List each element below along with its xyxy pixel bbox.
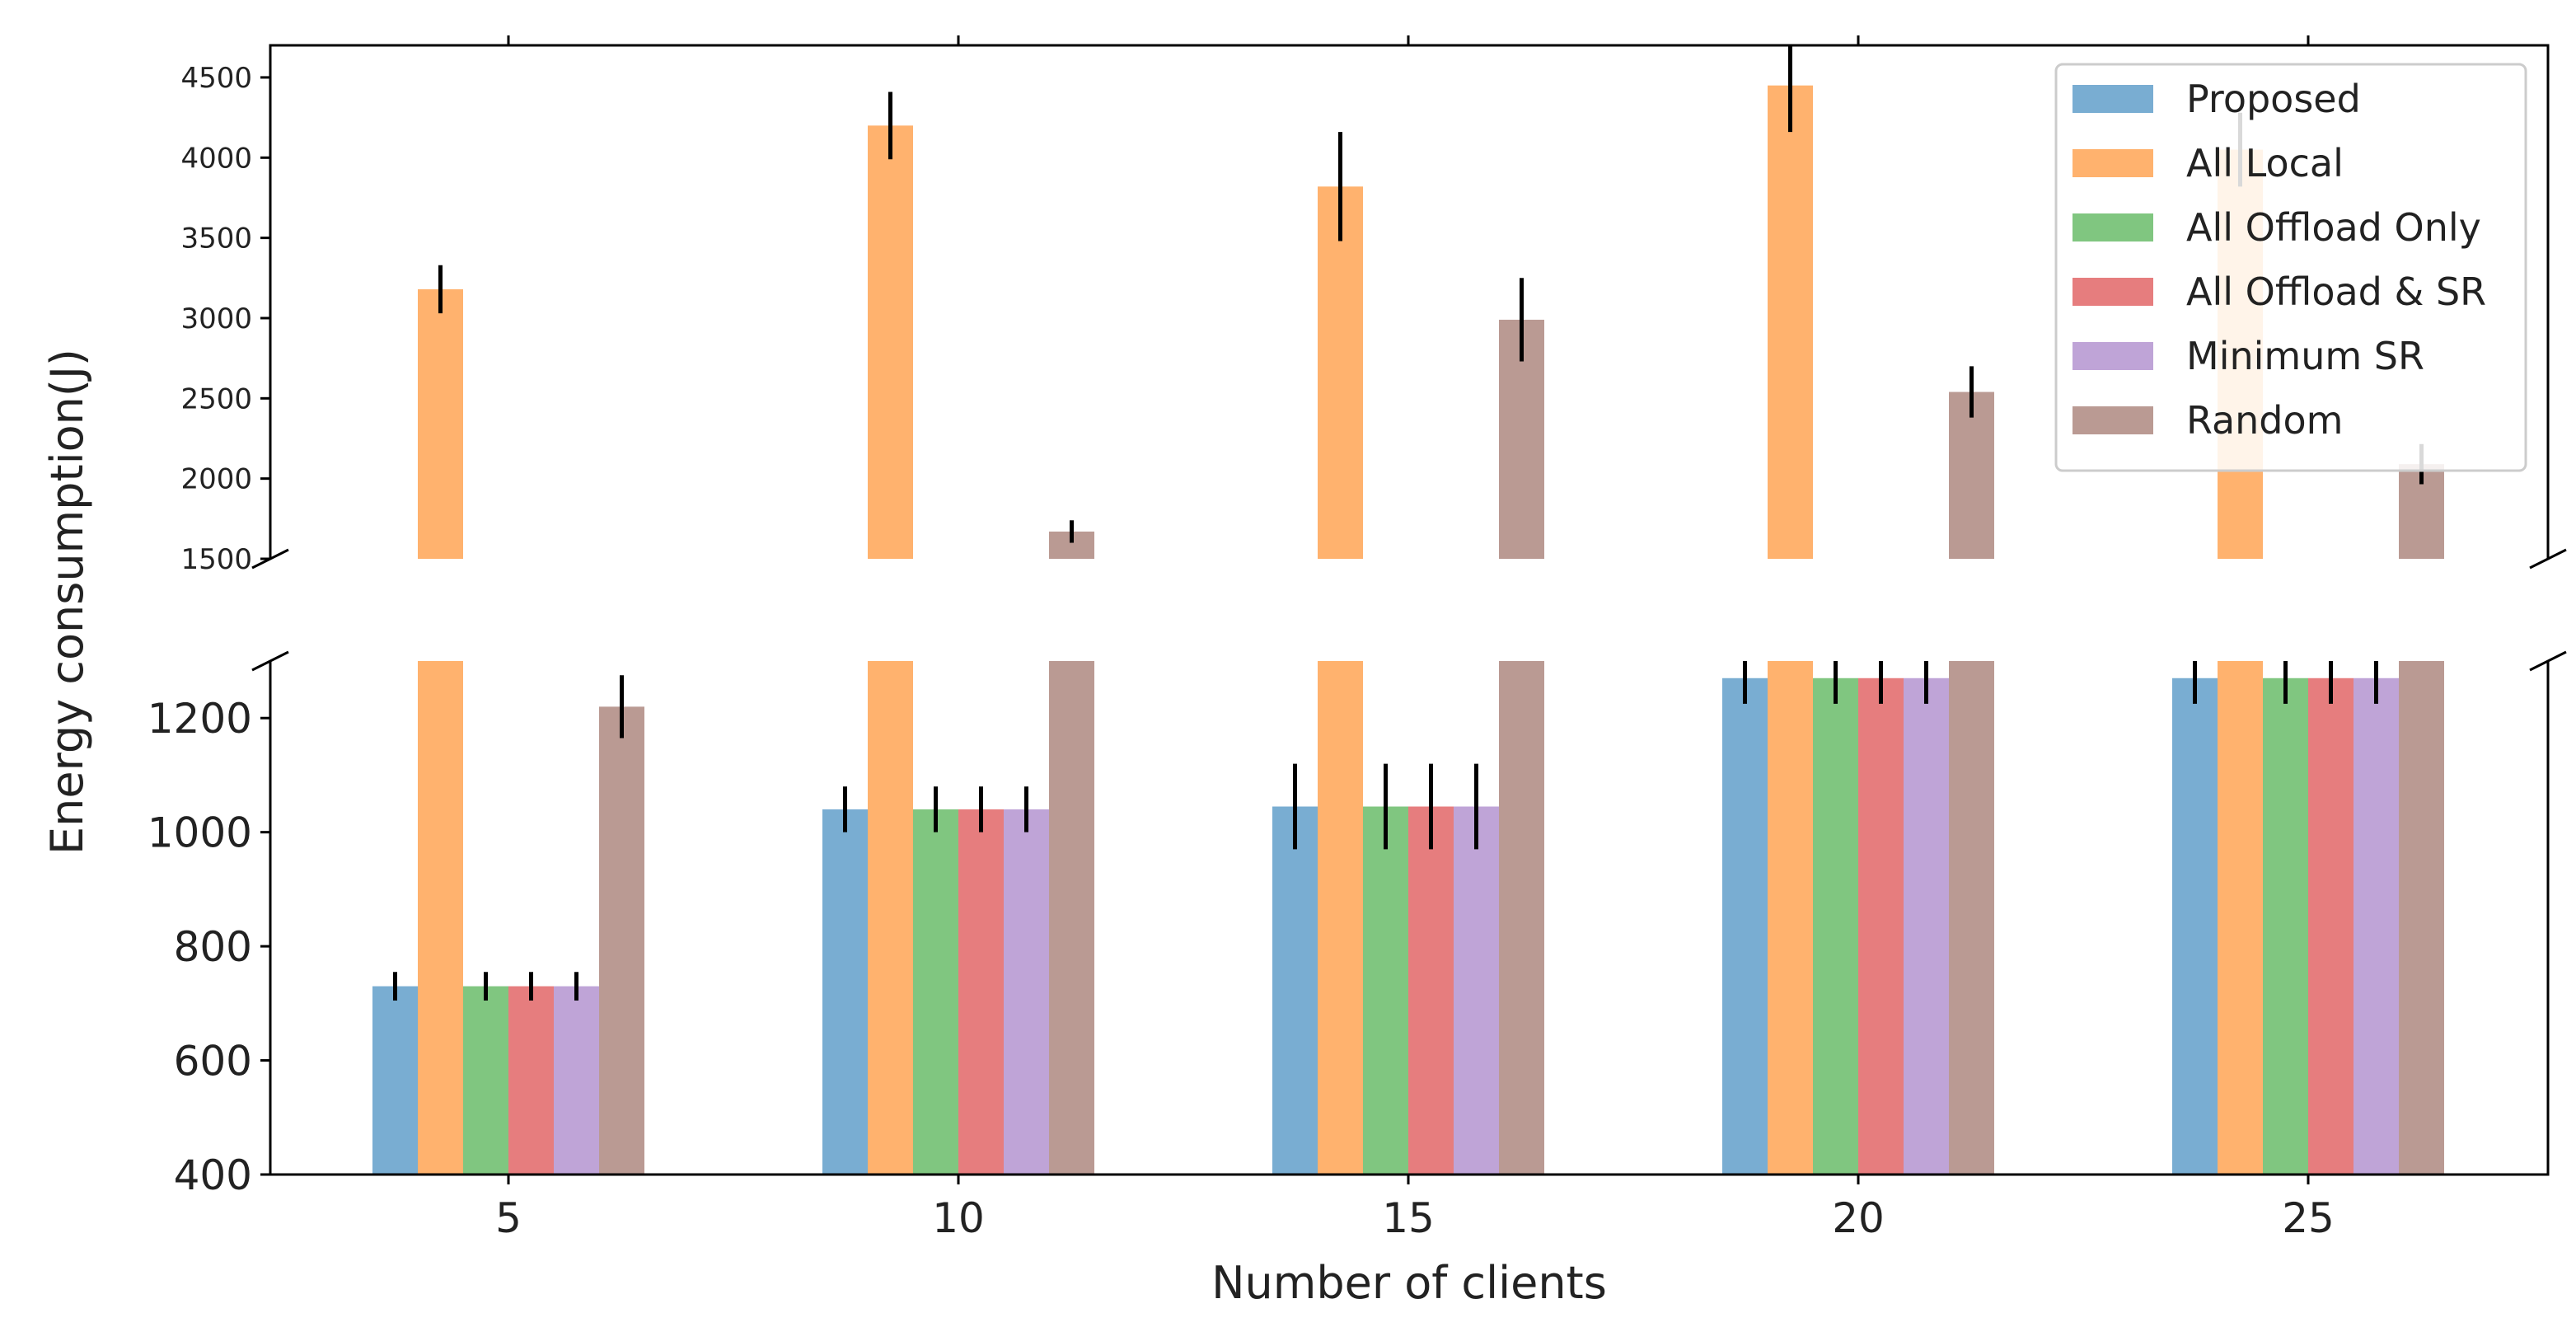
bar-all-offload-only-25-lower bbox=[2263, 678, 2308, 1175]
x-axis-label: Number of clients bbox=[1211, 1257, 1607, 1309]
lower-y-tick-label: 1200 bbox=[148, 695, 252, 743]
bar-random-10-lower bbox=[1049, 661, 1094, 1175]
bar-random-5-lower bbox=[599, 706, 644, 1175]
upper-y-tick-label: 3000 bbox=[180, 302, 252, 335]
x-tick-label: 25 bbox=[2282, 1194, 2335, 1242]
bar-all-offload-only-5-lower bbox=[463, 986, 508, 1175]
bar-minimum-sr-10-lower bbox=[1004, 809, 1049, 1175]
x-tick-label: 10 bbox=[932, 1194, 985, 1242]
bar-all-offload-sr-25-lower bbox=[2308, 678, 2354, 1175]
lower-y-tick-label: 400 bbox=[174, 1151, 252, 1199]
bar-all-offload-sr-10-lower bbox=[958, 809, 1004, 1175]
bar-all-offload-only-20-lower bbox=[1813, 678, 1858, 1175]
legend-box bbox=[2054, 63, 2527, 472]
upper-y-tick-label: 2500 bbox=[180, 382, 252, 415]
legend-swatch-random bbox=[2073, 406, 2153, 434]
bar-minimum-sr-20-lower bbox=[1904, 678, 1949, 1175]
upper-y-tick-label: 3500 bbox=[180, 223, 252, 256]
legend-label-all-offload-only: All Offload Only bbox=[2186, 205, 2481, 250]
axis-ticks: 1500 2000 2500 3000 3500 4000 4500 400 600 800 100… bbox=[148, 35, 2335, 1242]
axis-break-mark bbox=[2529, 650, 2567, 672]
x-tick-label: 15 bbox=[1382, 1194, 1435, 1242]
bar-proposed-25-lower bbox=[2172, 678, 2218, 1175]
bar-all-local-20-upper bbox=[1768, 85, 1813, 559]
legend-swatch-all-offload-only bbox=[2073, 213, 2153, 241]
bar-all-local-15-lower bbox=[1318, 661, 1363, 1175]
lower-y-tick-label: 600 bbox=[174, 1038, 252, 1086]
lower-panel-error-bars bbox=[393, 661, 2378, 1001]
legend-swatch-minimum-sr bbox=[2073, 342, 2153, 370]
y-axis-label: Energy consumption(J) bbox=[41, 349, 93, 855]
upper-y-tick-label: 4000 bbox=[180, 142, 252, 175]
bar-all-local-25-lower bbox=[2218, 661, 2263, 1175]
upper-y-tick-label: 2000 bbox=[180, 463, 252, 496]
bar-random-15-lower bbox=[1499, 661, 1544, 1175]
bar-minimum-sr-25-lower bbox=[2354, 678, 2399, 1175]
bar-all-offload-sr-5-lower bbox=[508, 986, 554, 1175]
upper-panel-bars bbox=[418, 85, 2444, 559]
bar-proposed-10-lower bbox=[822, 809, 868, 1175]
legend-label-all-offload-sr: All Offload & SR bbox=[2186, 270, 2486, 314]
bar-all-local-10-lower bbox=[868, 661, 913, 1175]
upper-y-tick-label: 1500 bbox=[180, 543, 252, 576]
legend-swatch-all-local bbox=[2073, 149, 2153, 177]
legend-label-random: Random bbox=[2186, 398, 2343, 443]
bar-all-offload-only-10-lower bbox=[913, 809, 958, 1175]
bar-proposed-15-lower bbox=[1272, 806, 1318, 1175]
bar-proposed-20-lower bbox=[1722, 678, 1768, 1175]
bar-all-local-5-upper bbox=[418, 288, 463, 559]
lower-panel-bars bbox=[372, 661, 2444, 1175]
bar-all-local-15-upper bbox=[1318, 186, 1363, 559]
x-tick-label: 20 bbox=[1832, 1194, 1885, 1242]
legend: Proposed All Local All Offload Only All Off… bbox=[2054, 63, 2527, 472]
lower-y-tick-label: 800 bbox=[174, 923, 252, 971]
legend-swatch-all-offload-sr bbox=[2073, 278, 2153, 306]
bar-proposed-5-lower bbox=[372, 986, 418, 1175]
legend-label-all-local: All Local bbox=[2186, 141, 2344, 185]
bar-all-offload-only-15-lower bbox=[1363, 806, 1408, 1175]
axis-break-mark bbox=[2529, 548, 2567, 570]
legend-label-proposed: Proposed bbox=[2186, 77, 2361, 121]
x-tick-label: 5 bbox=[495, 1194, 522, 1242]
bar-all-local-5-lower bbox=[418, 661, 463, 1175]
bar-all-offload-sr-15-lower bbox=[1408, 806, 1454, 1175]
bar-all-offload-sr-20-lower bbox=[1858, 678, 1904, 1175]
bar-all-local-10-upper bbox=[868, 125, 913, 559]
bar-minimum-sr-15-lower bbox=[1454, 806, 1499, 1175]
bar-random-20-lower bbox=[1949, 661, 1994, 1175]
lower-y-tick-label: 1000 bbox=[148, 809, 252, 857]
bar-minimum-sr-5-lower bbox=[554, 986, 599, 1175]
bar-random-20-upper bbox=[1949, 392, 1994, 559]
legend-label-minimum-sr: Minimum SR bbox=[2186, 334, 2424, 378]
legend-swatch-proposed bbox=[2073, 85, 2153, 113]
bar-all-local-20-lower bbox=[1768, 661, 1813, 1175]
upper-y-tick-label: 4500 bbox=[180, 62, 252, 95]
axis-break-mark bbox=[251, 650, 289, 672]
bar-random-25-lower bbox=[2399, 661, 2444, 1175]
